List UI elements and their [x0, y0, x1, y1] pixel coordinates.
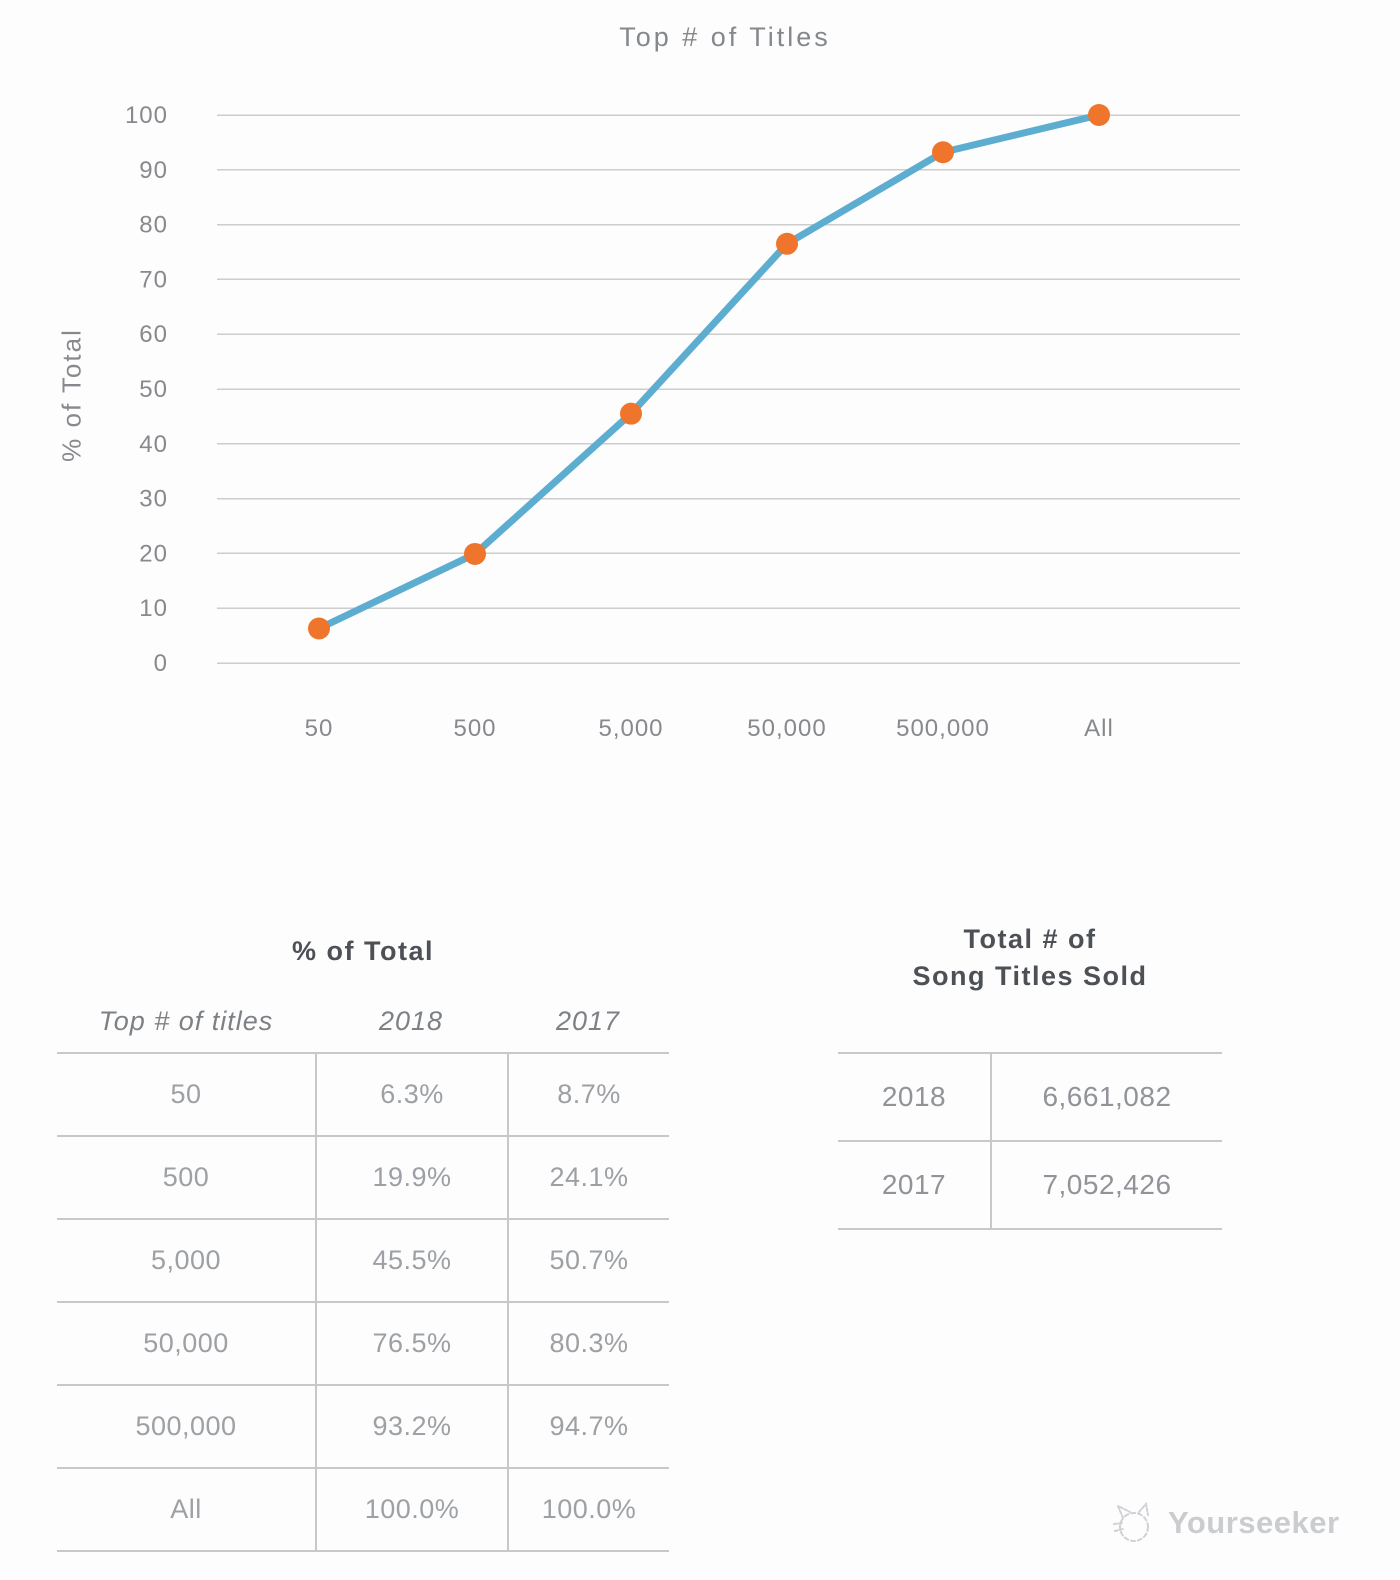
table-cell: 50.7%: [507, 1218, 669, 1301]
table-cell: 94.7%: [507, 1384, 669, 1467]
table-cell: 5,000: [57, 1218, 315, 1301]
table-cell: 100.0%: [315, 1467, 507, 1550]
table-cell: 6,661,082: [990, 1052, 1222, 1140]
table-cell: 2017: [838, 1140, 990, 1228]
table-cell: 500,000: [57, 1384, 315, 1467]
table-cell: 100.0%: [507, 1467, 669, 1550]
series-line-2018: [315, 111, 1103, 632]
table-cell: 80.3%: [507, 1301, 669, 1384]
x-tick-label: 5,000: [598, 715, 663, 742]
data-point-marker: [308, 617, 330, 640]
x-tick-label: 50: [305, 715, 334, 742]
cat-sketch-icon: [1113, 1501, 1149, 1542]
table-cell: 500: [57, 1135, 315, 1218]
table-cell: 93.2%: [315, 1384, 507, 1467]
table-cell: 76.5%: [315, 1301, 507, 1384]
y-tick-label: 50: [139, 376, 168, 403]
y-tick-label: 30: [139, 486, 168, 513]
column-header-top-titles: Top # of titles: [98, 1005, 274, 1036]
y-tick-label: 70: [139, 266, 168, 293]
table-cell: 8.7%: [507, 1052, 669, 1135]
table-cell: 50: [57, 1052, 315, 1135]
titles-sold-table-body: 2018 6,661,082 2017 7,052,426: [838, 1052, 1222, 1230]
x-tick-label: 500,000: [896, 715, 990, 742]
table-cell: 7,052,426: [990, 1140, 1222, 1228]
titles-sold-title-line2: Song Titles Sold: [912, 961, 1148, 991]
x-tick-label: All: [1084, 715, 1114, 742]
percent-table-body: 50 6.3% 8.7% 500 19.9% 24.1% 5,000 45.5%…: [57, 1052, 669, 1552]
table-cell: 45.5%: [315, 1218, 507, 1301]
table-cell: 2018: [838, 1052, 990, 1140]
y-tick-label: 40: [139, 431, 168, 458]
y-tick-label: 80: [139, 212, 168, 239]
data-point-marker: [620, 402, 642, 425]
percent-table-title: % of Total: [292, 936, 434, 966]
table-cell: 24.1%: [507, 1135, 669, 1218]
column-header-2018: 2018: [378, 1005, 444, 1036]
y-tick-label: 100: [125, 102, 168, 129]
column-header-2017: 2017: [555, 1005, 621, 1036]
percent-table-header: Top # of titles 2018 2017: [57, 990, 669, 1052]
line-chart: 0 10 20 30 40 50 60 70 80 90 100 50 500 5,000 50,000 50…: [125, 102, 1240, 742]
watermark-text: Yourseeker: [1168, 1505, 1340, 1540]
data-point-marker: [932, 141, 954, 164]
y-tick-label: 10: [139, 595, 168, 622]
y-tick-label: 20: [139, 540, 168, 567]
y-tick-label: 60: [139, 321, 168, 348]
table-cell: 19.9%: [315, 1135, 507, 1218]
x-tick-label: 50,000: [747, 715, 826, 742]
y-tick-label: 90: [139, 157, 168, 184]
table-cell: 6.3%: [315, 1052, 507, 1135]
table-cell: 50,000: [57, 1301, 315, 1384]
titles-sold-title-line1: Total # of: [963, 924, 1097, 954]
x-tick-label: 500: [453, 715, 496, 742]
table-cell: All: [57, 1467, 315, 1550]
data-point-marker: [776, 232, 798, 255]
titles-sold-table-title: Total # of Song Titles Sold: [838, 921, 1222, 995]
y-tick-label: 0: [154, 650, 168, 677]
chart-title: Top # of Titles: [619, 22, 831, 52]
watermark: Yourseeker: [1106, 1495, 1340, 1551]
data-point-marker: [464, 542, 486, 565]
data-point-marker: [1088, 104, 1110, 126]
